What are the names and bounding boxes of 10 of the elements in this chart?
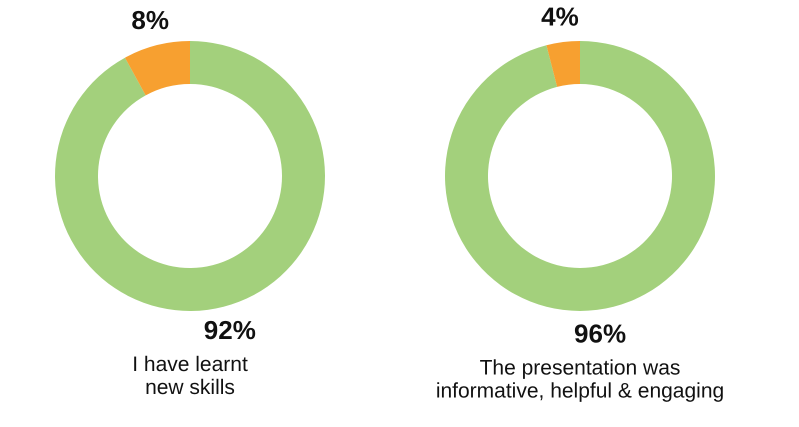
donut-slice: [55, 41, 325, 311]
donut-slice: [124, 41, 190, 96]
donut-slice: [546, 41, 580, 87]
data-label: 4%: [541, 1, 579, 32]
text: The presentation was informative, helpful & engaging: [436, 356, 724, 403]
data-label: 92%: [204, 314, 256, 345]
data-label: 8%: [131, 5, 169, 36]
text: I have learnt new skills: [132, 352, 248, 399]
donut-slice: [445, 41, 715, 311]
data-label: 96%: [574, 318, 626, 349]
